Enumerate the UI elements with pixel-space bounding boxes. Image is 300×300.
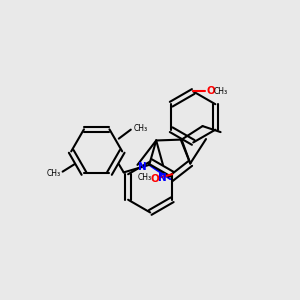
Text: N: N <box>138 162 147 172</box>
Text: O: O <box>151 174 159 184</box>
Text: CH₃: CH₃ <box>47 169 61 178</box>
Text: CH₃: CH₃ <box>138 173 152 182</box>
Text: CH₃: CH₃ <box>133 124 147 133</box>
Text: CH₃: CH₃ <box>214 87 228 96</box>
Text: N: N <box>158 172 167 183</box>
Text: O: O <box>206 86 215 97</box>
